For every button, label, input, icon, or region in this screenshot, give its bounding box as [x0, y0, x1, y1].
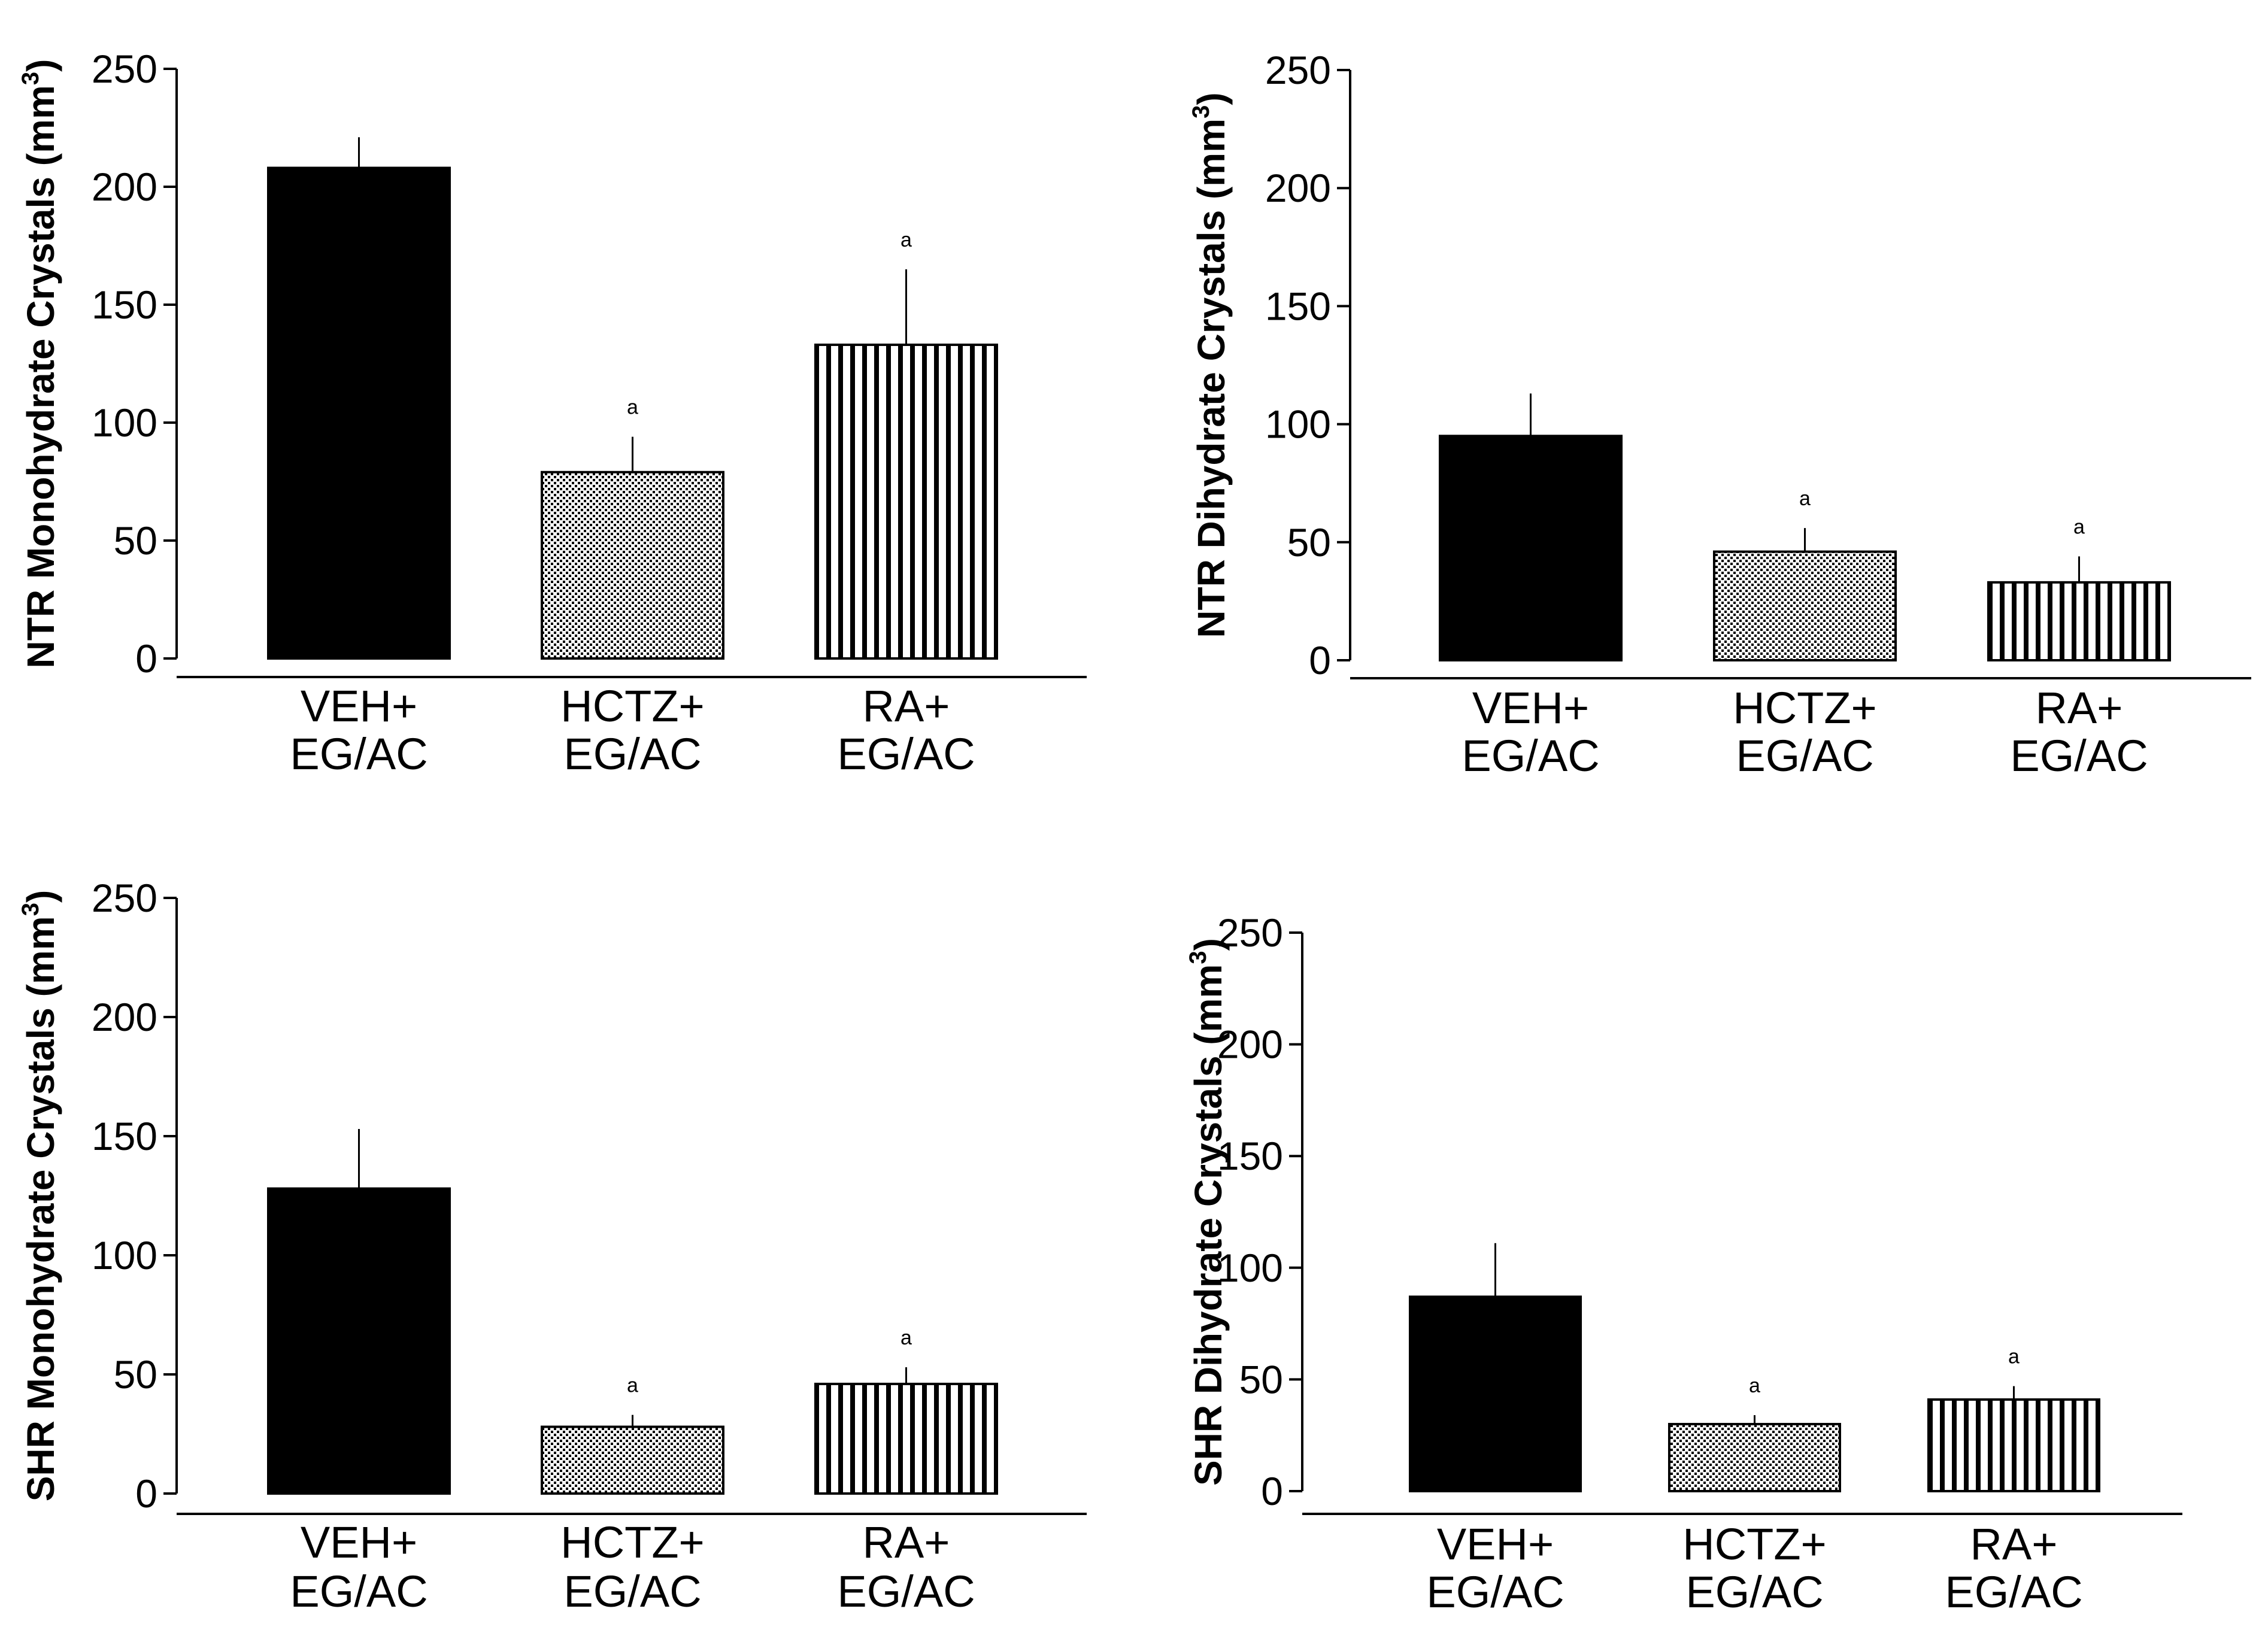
y-axis-title: SHR Monohydrate Crystals (mm3)	[17, 890, 62, 1502]
y-tick-label: 50	[114, 1352, 157, 1397]
y-axis-title-superscript: 3	[17, 903, 44, 916]
y-axis-title-superscript: 3	[1188, 105, 1214, 119]
significance-label: a	[627, 1374, 638, 1397]
x-category-label: RA+	[862, 681, 950, 731]
y-tick-label: 100	[1265, 402, 1331, 447]
x-category-label: EG/AC	[837, 729, 975, 779]
x-category-label: EG/AC	[290, 729, 427, 779]
x-category-label: RA+	[1970, 1519, 2057, 1569]
x-category-label: HCTZ+	[560, 1517, 705, 1567]
y-tick-label: 250	[1265, 48, 1331, 92]
y-axis-title-close: )	[1190, 92, 1233, 105]
y-tick-label: 100	[92, 400, 157, 445]
y-tick-label: 200	[1217, 1022, 1283, 1067]
chart-panel-3: 0 50 100 150 200 250 SHR Monohydrate Crystals …	[17, 876, 1087, 1616]
y-axis-title: NTR Monohydrate Crystals (mm3)	[17, 59, 62, 669]
y-tick-label: 200	[1265, 166, 1331, 210]
bar	[1987, 581, 2171, 662]
y-axis-title-close: )	[19, 59, 62, 72]
chart-panel-2: 0 50 100 150 200 250 NTR Dihydrate Crystals (m…	[1188, 48, 2251, 781]
significance-label: a	[1749, 1374, 1760, 1397]
x-category-label: RA+	[862, 1517, 950, 1567]
y-tick-label: 150	[92, 283, 157, 327]
x-category-label: EG/AC	[290, 1567, 427, 1616]
x-category-label: VEH+	[1472, 683, 1589, 733]
significance-label: a	[2008, 1346, 2020, 1368]
y-tick-label: 50	[114, 518, 157, 563]
bar	[1668, 1423, 1841, 1493]
y-axis-title-close: )	[1187, 938, 1230, 951]
bar	[814, 1382, 998, 1495]
bar	[541, 1425, 724, 1495]
x-category-label: EG/AC	[1462, 731, 1599, 781]
significance-label: a	[900, 1327, 912, 1349]
bar	[1927, 1398, 2100, 1493]
x-category-label: EG/AC	[1426, 1567, 1564, 1617]
bar	[1439, 435, 1623, 661]
x-category-label: EG/AC	[1945, 1567, 2082, 1617]
y-tick-label: 50	[1287, 520, 1331, 564]
chart-panel-1: 0 50 100 150 200 250 NTR Monohydrate Crystals …	[17, 47, 1087, 779]
y-tick-label: 150	[1217, 1134, 1283, 1178]
x-category-label: EG/AC	[563, 1567, 701, 1616]
y-axis-title: NTR Dihydrate Crystals (mm3)	[1188, 92, 1233, 638]
y-tick-label: 0	[135, 636, 157, 681]
significance-label: a	[627, 396, 638, 419]
bar	[1713, 550, 1897, 661]
y-tick-label: 250	[1217, 910, 1283, 955]
y-tick-label: 150	[1265, 284, 1331, 328]
x-category-label: HCTZ+	[1682, 1519, 1827, 1569]
y-axis-title-text: SHR Dihydrate Crystals (mm	[1187, 964, 1230, 1486]
x-category-label: RA+	[2035, 683, 2123, 733]
y-axis-title-text: NTR Dihydrate Crystals (mm	[1190, 119, 1233, 638]
y-axis-title-superscript: 3	[17, 72, 44, 85]
bar	[267, 166, 451, 660]
y-axis-title-text: SHR Monohydrate Crystals (mm	[19, 916, 62, 1501]
x-category-label: HCTZ+	[560, 681, 705, 731]
y-tick-label: 100	[92, 1233, 157, 1277]
y-tick-label: 200	[92, 165, 157, 209]
y-tick-label: 250	[92, 876, 157, 920]
y-tick-label: 0	[135, 1471, 157, 1516]
x-category-label: VEH+	[1437, 1519, 1554, 1569]
x-category-label: EG/AC	[563, 729, 701, 779]
bar	[541, 471, 724, 660]
y-tick-label: 200	[92, 995, 157, 1039]
bar	[1409, 1295, 1582, 1492]
significance-label: a	[900, 229, 912, 251]
y-tick-label: 0	[1309, 638, 1331, 682]
bar	[814, 343, 998, 660]
x-category-label: EG/AC	[1736, 731, 1873, 781]
y-tick-label: 100	[1217, 1246, 1283, 1290]
x-category-label: HCTZ+	[1733, 683, 1877, 733]
y-axis-title-superscript: 3	[1185, 951, 1211, 964]
y-tick-label: 0	[1261, 1469, 1283, 1513]
x-category-label: VEH+	[301, 681, 417, 731]
y-tick-label: 50	[1239, 1357, 1283, 1401]
y-axis-title-text: NTR Monohydrate Crystals (mm	[19, 85, 62, 668]
bar	[267, 1187, 451, 1495]
x-category-label: EG/AC	[837, 1567, 975, 1616]
y-tick-label: 250	[92, 47, 157, 91]
x-category-label: VEH+	[301, 1517, 417, 1567]
y-axis-title: SHR Dihydrate Crystals (mm3)	[1185, 938, 1230, 1486]
x-category-label: EG/AC	[1685, 1567, 1823, 1617]
significance-label: a	[1799, 487, 1811, 510]
y-tick-label: 150	[92, 1114, 157, 1158]
significance-label: a	[2073, 515, 2085, 538]
x-category-label: EG/AC	[2010, 731, 2148, 781]
y-axis-title-close: )	[19, 890, 62, 903]
